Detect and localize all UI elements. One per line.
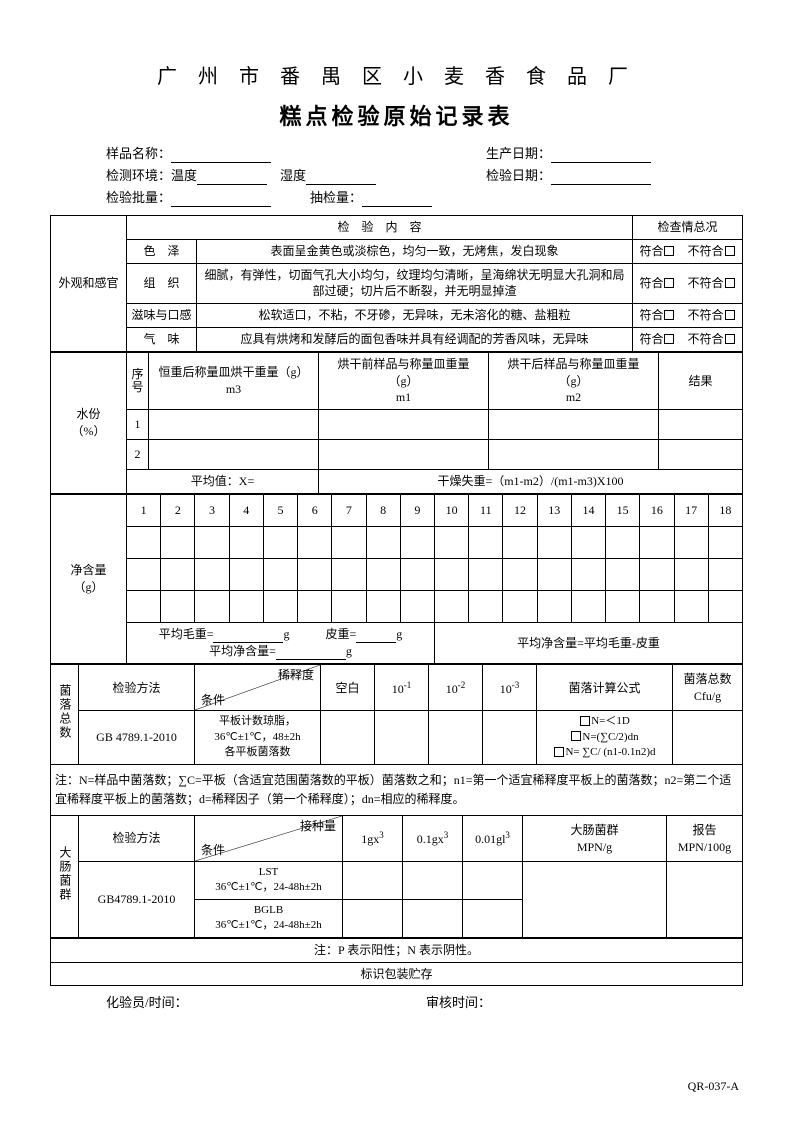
colony-table: 菌落总数 检验方法 稀释度 条件 空白 10-1 10-2 10-3 菌落计算公… [50,664,743,764]
moisture-seq: 序号 [127,352,149,409]
field-batch[interactable] [171,191,271,207]
colony-d3: 10-3 [483,665,537,711]
row1-v: 细腻，有弹性，切面气孔大小均匀，纹理均匀清晰，呈海绵状无明显大孔洞和局部过硬；切… [197,263,633,304]
colony-d1: 10-1 [375,665,429,711]
company-title: 广 州 市 番 禺 区 小 麦 香 食 品 厂 [50,60,743,89]
doc-title: 糕点检验原始记录表 [50,99,743,131]
colony-total: 菌落总数 Cfu/g [673,665,743,711]
moisture-title: 水份 （%） [51,352,127,493]
moisture-table: 水份 （%） 序号 恒重后称量皿烘干重量（g） m3 烘干前样品与称量皿重量（g… [50,352,743,494]
lbl-audit: 审核时间： [426,995,491,1010]
lbl-sample: 抽检量： [310,190,362,205]
coli-std: GB4789.1-2010 [79,862,195,938]
coli-d2: 0.1gx3 [403,816,463,862]
colony-method-lbl: 检验方法 [79,665,195,711]
coli-mpn: 大肠菌群 MPN/g [523,816,667,862]
note2-table: 注：P 表示阳性；N 表示阴性。 标识包装贮存 [50,938,743,987]
lbl-humid: 湿度 [280,168,306,183]
moisture-avg: 平均值：X= [127,470,319,494]
coli-method-lbl: 检验方法 [79,816,195,862]
field-sample[interactable] [362,191,432,207]
lbl-insp-date: 检验日期： [486,168,551,183]
colony-formulas: N=＜1D N=(∑C/2)dn N= ∑C/ (n1-0.1n2)d [537,711,673,764]
colony-std: GB 4789.1-2010 [79,711,195,764]
sectA-title: 外观和感官 [51,216,127,352]
row1-k: 组 织 [127,263,197,304]
moisture-c1: 恒重后称量皿烘干重量（g） m3 [149,352,319,409]
coli-lst: LST 36℃±1℃，24-48h±2h [195,862,343,900]
lbl-env: 检测环境：温度 [106,168,197,183]
colony-cond: 平板计数琼脂， 36℃±1℃，48±2h 各平板菌落数 [195,711,321,764]
moisture-c4: 结果 [659,352,743,409]
note1: 注：N=样品中菌落数；∑C=平板（含适宜范围菌落数的平板）菌落数之和；n1=第一… [50,765,743,815]
colony-title: 菌落总数 [51,665,79,764]
pack: 标识包装贮存 [51,962,743,986]
lbl-prod-date: 生产日期： [486,146,551,161]
moisture-c2: 烘干前样品与称量皿重量（g） m1 [319,352,489,409]
coli-d3: 0.01gl3 [463,816,523,862]
m-row1: 1 [127,410,149,440]
appearance-table: 外观和感官 检 验 内 容 检查情总况 色 泽 表面呈金黄色或淡棕色，均匀一致，… [50,215,743,352]
coli-bglb: BGLB 36℃±1℃，24-48h±2h [195,899,343,937]
coli-diag: 接种量 条件 [195,816,343,862]
coli-d1: 1gx3 [343,816,403,862]
net-eq: 平均净含量=平均毛重-皮重 [434,622,742,664]
row0-v: 表面呈金黄色或淡棕色，均匀一致，无烤焦，发白现象 [197,239,633,263]
coliform-table: 大肠菌群 检验方法 接种量 条件 1gx3 0.1gx3 0.01gl3 大肠菌… [50,815,743,938]
row3-k: 气 味 [127,327,197,351]
sectA-hdr2: 检查情总况 [633,216,743,240]
net-title: 净含量 （g） [51,494,127,664]
coli-rep: 报告 MPN/100g [667,816,743,862]
field-prod-date[interactable] [551,147,651,163]
row0-chk[interactable]: 符合 不符合 [633,239,743,263]
sectA-hdr1: 检 验 内 容 [127,216,633,240]
row2-k: 滋味与口感 [127,304,197,328]
moisture-c3: 烘干后样品与称量皿重量（g） m2 [489,352,659,409]
note2: 注：P 表示阳性；N 表示阴性。 [51,938,743,962]
row0-k: 色 泽 [127,239,197,263]
doc-code: QR-037-A [688,1079,739,1094]
row3-chk[interactable]: 符合 不符合 [633,327,743,351]
colony-calc: 菌落计算公式 [537,665,673,711]
m-row2: 2 [127,440,149,470]
colony-blank: 空白 [321,665,375,711]
coli-title: 大肠菌群 [51,816,79,938]
field-sample-name[interactable] [171,147,271,163]
net-avg-left: 平均毛重=g 皮重=g 平均净含量=g [127,622,435,664]
row2-v: 松软适口，不粘，不牙碜，无异味，无未溶化的糖、盐粗粒 [197,304,633,328]
net-table: 净含量 （g） 123456789101112131415161718 平均毛重… [50,494,743,665]
footer: 化验员/时间： 审核时间： [106,992,737,1011]
lbl-tester: 化验员/时间： [106,995,188,1010]
field-insp-date[interactable] [551,169,651,185]
lbl-sample-name: 样品名称： [106,146,171,161]
colony-d2: 10-2 [429,665,483,711]
field-temp[interactable] [197,169,267,185]
row3-v: 应具有烘烤和发酵后的面包香味并具有经调配的芳香风味，无异味 [197,327,633,351]
row1-chk[interactable]: 符合 不符合 [633,263,743,304]
moisture-formula: 干燥失重=（m1-m2）/(m1-m3)X100 [319,470,743,494]
header-fields: 样品名称： 生产日期： 检测环境：温度 湿度 检验日期： 检验批量： 抽检量： [106,143,737,209]
field-humid[interactable] [306,169,376,185]
row2-chk[interactable]: 符合 不符合 [633,304,743,328]
lbl-batch: 检验批量： [106,190,171,205]
colony-diag: 稀释度 条件 [195,665,321,711]
